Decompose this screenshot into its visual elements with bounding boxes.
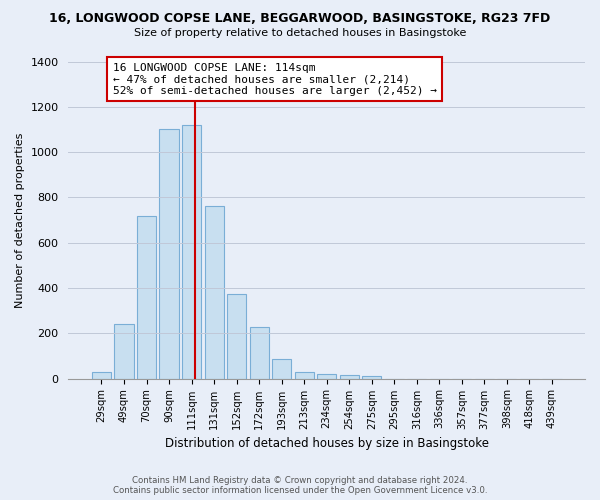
Bar: [137, 216, 156, 378]
Bar: [182, 125, 201, 378]
X-axis label: Distribution of detached houses by size in Basingstoke: Distribution of detached houses by size …: [165, 437, 489, 450]
Bar: [205, 206, 224, 378]
Text: Size of property relative to detached houses in Basingstoke: Size of property relative to detached ho…: [134, 28, 466, 38]
Bar: [160, 130, 179, 378]
Bar: [317, 374, 336, 378]
Bar: [272, 358, 291, 378]
Bar: [362, 376, 382, 378]
Bar: [295, 372, 314, 378]
Bar: [227, 294, 246, 378]
Text: 16, LONGWOOD COPSE LANE, BEGGARWOOD, BASINGSTOKE, RG23 7FD: 16, LONGWOOD COPSE LANE, BEGGARWOOD, BAS…: [49, 12, 551, 26]
Text: 16 LONGWOOD COPSE LANE: 114sqm
← 47% of detached houses are smaller (2,214)
52% : 16 LONGWOOD COPSE LANE: 114sqm ← 47% of …: [113, 62, 437, 96]
Bar: [340, 375, 359, 378]
Bar: [250, 327, 269, 378]
Bar: [92, 372, 111, 378]
Y-axis label: Number of detached properties: Number of detached properties: [15, 132, 25, 308]
Text: Contains HM Land Registry data © Crown copyright and database right 2024.
Contai: Contains HM Land Registry data © Crown c…: [113, 476, 487, 495]
Bar: [115, 324, 134, 378]
